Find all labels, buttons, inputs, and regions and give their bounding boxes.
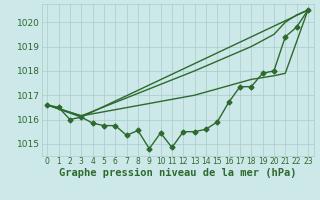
X-axis label: Graphe pression niveau de la mer (hPa): Graphe pression niveau de la mer (hPa) <box>59 168 296 178</box>
